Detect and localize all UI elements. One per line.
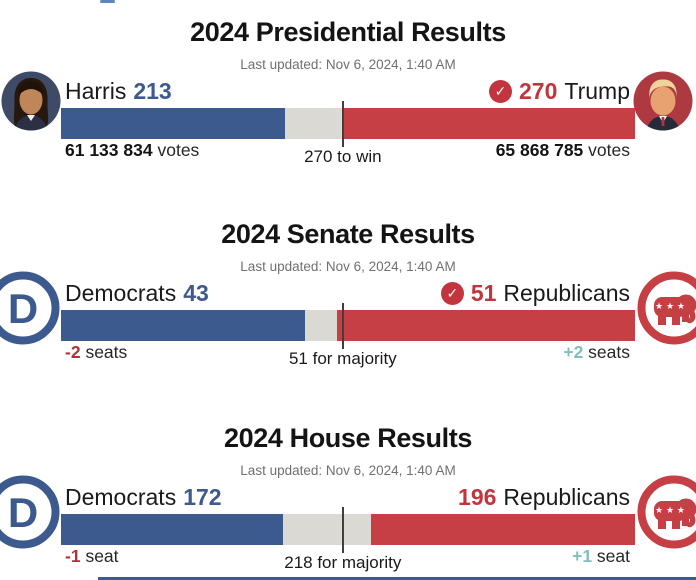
seat-change: -1 [65, 546, 81, 566]
party-name: Republicans [503, 280, 630, 306]
dem-bar-segment [61, 310, 305, 341]
last-updated: Last updated: Nov 6, 2024, 1:40 AM [240, 463, 456, 478]
vote-unit: votes [588, 140, 630, 160]
party-seats: 43 [183, 280, 209, 306]
check-glyph: ✓ [494, 83, 507, 99]
dem-seat-change-stat: -1 seat [65, 546, 119, 567]
vote-count: 65 868 785 [495, 140, 584, 160]
house-results-panel: 2024 House Results Last updated: Nov 6, … [0, 406, 696, 580]
seat-unit: seats [85, 342, 128, 362]
rep-bar-segment [337, 310, 635, 341]
harris-photo [1, 71, 61, 131]
last-updated: Last updated: Nov 6, 2024, 1:40 AM [240, 57, 456, 72]
candidate-electoral-votes: 213 [133, 78, 172, 104]
seat-change: -2 [65, 342, 81, 362]
dem-candidate-label: Harris 213 [65, 78, 172, 104]
dem-popular-vote-stat: 61 133 834 votes [65, 140, 199, 161]
senate-results-bar: 51 for majority [61, 303, 635, 368]
seat-change: +1 [572, 546, 593, 566]
majority-threshold-label: 51 for majority [288, 349, 397, 368]
bottom-edge-bar-artifact [98, 577, 696, 580]
gop-stars-glyph: ★ ★ ★ [655, 302, 685, 312]
senate-results-panel: 2024 Senate Results Last updated: Nov 6,… [0, 202, 696, 404]
section-title: 2024 Senate Results [221, 219, 475, 249]
republican-party-logo: ★ ★ ★ [637, 475, 696, 549]
seat-change: +2 [563, 342, 584, 362]
party-seats: 172 [183, 484, 222, 510]
uncalled-bar-segment [283, 514, 371, 545]
dem-letter-glyph: D [8, 285, 38, 332]
seat-unit: seat [596, 546, 630, 566]
presidential-results-panel: 2024 Presidential Results Last updated: … [0, 0, 696, 202]
trump-photo [633, 71, 693, 131]
uncalled-bar-segment [284, 108, 343, 139]
rep-bar-segment [342, 108, 635, 139]
rep-party-label: 196 Republicans [458, 484, 630, 510]
seat-unit: seats [588, 342, 630, 362]
win-threshold-label: 270 to win [304, 147, 382, 166]
vote-count: 61 133 834 [65, 140, 153, 160]
section-title: 2024 Presidential Results [190, 17, 506, 47]
candidate-electoral-votes: 270 [519, 78, 558, 104]
party-seats: 51 [470, 280, 497, 306]
win-threshold-marker [341, 101, 344, 147]
democratic-party-logo: D [0, 271, 60, 345]
last-updated: Last updated: Nov 6, 2024, 1:40 AM [240, 259, 456, 274]
gop-stars-glyph: ★ ★ ★ [655, 506, 685, 516]
rep-party-label: ✓ 51 Republicans [440, 280, 630, 306]
majority-threshold-marker [341, 303, 344, 349]
vote-unit: votes [157, 140, 200, 160]
dem-bar-segment [61, 108, 285, 139]
dem-letter-glyph: D [8, 489, 38, 536]
candidate-name: Trump [564, 78, 630, 104]
dem-party-label: Democrats 172 [65, 484, 222, 510]
party-name: Democrats [65, 484, 177, 510]
check-glyph: ✓ [446, 285, 459, 301]
seat-unit: seat [85, 546, 119, 566]
candidate-name: Harris [65, 78, 127, 104]
electoral-results-bar: 270 to win [61, 101, 635, 166]
rep-seat-change-stat: +2 seats [563, 342, 630, 363]
top-edge-artifact [100, 0, 115, 3]
dem-party-label: Democrats 43 [65, 280, 209, 306]
party-name: Democrats [65, 280, 177, 306]
dem-bar-segment [61, 514, 284, 545]
majority-threshold-marker [341, 507, 344, 553]
winner-check-icon: ✓ [489, 79, 513, 103]
uncalled-bar-segment [304, 310, 338, 341]
party-name: Republicans [503, 484, 630, 510]
house-results-bar: 218 for majority [61, 507, 635, 572]
rep-seat-change-stat: +1 seat [572, 546, 630, 567]
winner-check-icon: ✓ [440, 281, 464, 305]
dem-seat-change-stat: -2 seats [65, 342, 127, 363]
democratic-party-logo: D [0, 475, 60, 549]
rep-bar-segment [370, 514, 635, 545]
majority-threshold-label: 218 for majority [284, 553, 402, 572]
party-seats: 196 [458, 484, 497, 510]
rep-candidate-label: ✓ 270 Trump [489, 78, 630, 104]
section-title: 2024 House Results [224, 423, 472, 453]
rep-popular-vote-stat: 65 868 785 votes [496, 140, 630, 161]
republican-party-logo: ★ ★ ★ [637, 271, 696, 345]
